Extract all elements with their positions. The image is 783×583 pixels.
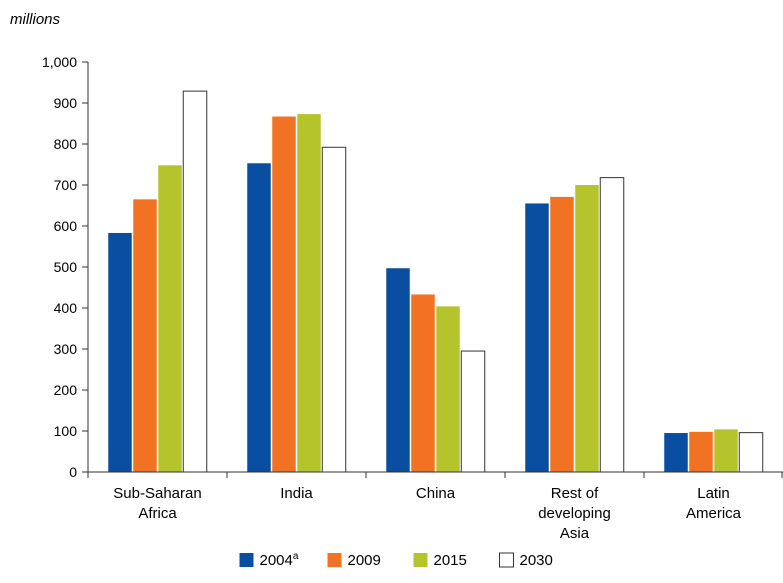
category-label: India — [280, 485, 313, 502]
bar-2009 — [689, 431, 713, 472]
legend-swatch-2009 — [327, 553, 342, 567]
category-label: Rest of developing Asia — [538, 485, 611, 542]
y-tick-label: 0 — [69, 464, 77, 480]
y-tick-label: 600 — [54, 218, 78, 234]
bar-2015 — [714, 429, 738, 472]
y-axis-ticks: 0 100 200 300 400 500 600 700 800 900 1,000 — [42, 54, 88, 480]
legend: 2004a 2009 2015 2030 — [239, 551, 553, 569]
y-tick-label: 500 — [54, 259, 78, 275]
legend-label-2009: 2009 — [348, 552, 381, 569]
bar-2015 — [158, 165, 182, 472]
y-tick-label: 200 — [54, 382, 78, 398]
bar-2009 — [550, 196, 574, 472]
bar-2030 — [182, 90, 208, 473]
y-tick-label: 300 — [54, 341, 78, 357]
bar-2030 — [321, 146, 347, 473]
bar-2004 — [247, 163, 271, 472]
category-label: Sub-Saharan Africa — [113, 485, 201, 522]
bars — [108, 90, 764, 473]
y-tick-label: 900 — [54, 95, 78, 111]
legend-label-2004: 2004a — [260, 551, 299, 569]
y-tick-label: 100 — [54, 423, 78, 439]
bar-2015 — [575, 185, 599, 472]
bar-2009 — [133, 199, 157, 472]
bar-2004 — [525, 203, 549, 472]
y-axis-unit-label: millions — [10, 11, 61, 28]
bar-2030 — [738, 432, 764, 473]
legend-label-2015: 2015 — [434, 552, 467, 569]
category-label: Latin America — [686, 485, 742, 522]
axes — [87, 62, 783, 478]
bar-2004 — [664, 433, 688, 472]
bar-2015 — [436, 306, 460, 472]
bar-2030 — [460, 350, 486, 473]
legend-swatch-2030 — [499, 552, 514, 568]
bar-2030 — [599, 177, 625, 473]
legend-swatch-2004 — [239, 553, 254, 567]
y-tick-label: 1,000 — [42, 54, 77, 70]
bar-2009 — [272, 116, 296, 472]
bar-2009 — [411, 294, 435, 472]
legend-label-2030: 2030 — [520, 552, 553, 569]
y-tick-label: 400 — [54, 300, 78, 316]
bar-2004 — [386, 268, 410, 472]
category-label: China — [416, 485, 456, 502]
legend-swatch-2015 — [413, 553, 428, 567]
y-tick-label: 700 — [54, 177, 78, 193]
x-axis-categories: Sub-Saharan Africa India China Rest of develo… — [113, 485, 741, 542]
y-tick-label: 800 — [54, 136, 78, 152]
bar-2004 — [108, 232, 132, 472]
bar-2015 — [297, 114, 321, 472]
